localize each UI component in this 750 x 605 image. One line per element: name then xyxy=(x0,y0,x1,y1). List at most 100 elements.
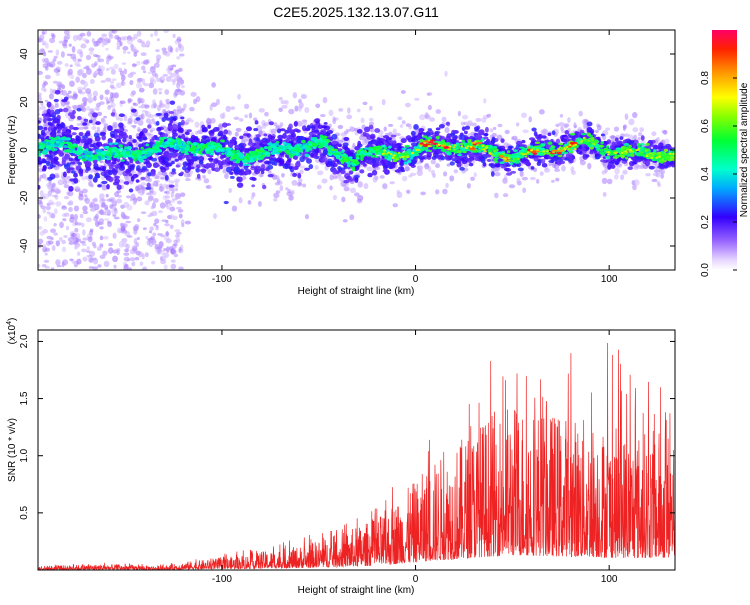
spectrogram-noise xyxy=(178,266,184,270)
spectrogram-halo xyxy=(287,188,292,194)
spectrogram-halo xyxy=(54,101,59,106)
spectrogram-noise xyxy=(77,58,82,62)
spectrogram-band xyxy=(154,164,160,168)
spectrogram-band xyxy=(268,121,275,126)
spectrogram-halo xyxy=(427,104,432,111)
spectrogram-halo xyxy=(372,176,378,183)
spectrogram-halo xyxy=(628,118,635,126)
spectrogram-band xyxy=(94,175,101,179)
spectrogram-halo xyxy=(442,188,448,195)
spectrogram-band xyxy=(418,156,426,160)
spectrogram-band xyxy=(119,126,125,133)
spectrogram-band xyxy=(51,164,56,168)
spectrogram-halo xyxy=(321,178,328,184)
spectrogram-band xyxy=(180,171,184,175)
spectrogram-band xyxy=(581,147,586,152)
spectrogram-halo xyxy=(132,103,139,107)
spectrogram-halo xyxy=(270,128,277,135)
spectrogram-band xyxy=(71,170,76,174)
spectrogram-band xyxy=(602,156,607,160)
spectrogram-noise xyxy=(83,101,87,106)
spectrogram-noise xyxy=(113,63,119,70)
spectrogram-halo xyxy=(95,105,100,111)
spectrogram-noise xyxy=(123,68,127,75)
spectrogram-halo xyxy=(300,94,307,100)
spectrogram-band xyxy=(172,117,177,122)
spectrogram-noise xyxy=(154,30,158,37)
spectrogram-band xyxy=(58,152,65,157)
spectrogram-halo xyxy=(492,126,497,131)
spectrogram-halo xyxy=(613,126,620,132)
spectrogram-noise xyxy=(158,91,163,95)
spectrogram-band xyxy=(610,164,616,169)
spectrogram-band xyxy=(180,119,185,126)
spectrogram-noise xyxy=(116,46,121,50)
spectrogram-halo xyxy=(116,190,122,194)
spectrogram-halo xyxy=(521,112,527,118)
spectrogram-halo xyxy=(299,169,304,175)
spectrogram-noise xyxy=(57,179,64,186)
spectrogram-noise xyxy=(111,30,118,34)
spectrogram-band xyxy=(66,162,71,166)
spectrogram-band xyxy=(289,129,296,135)
spectrogram-halo xyxy=(636,165,643,169)
spectrogram-halo xyxy=(189,106,195,112)
spectrogram-noise xyxy=(158,241,164,248)
spectrogram-noise xyxy=(158,210,164,214)
spectrogram-band xyxy=(150,157,158,162)
spectrogram-noise xyxy=(64,63,69,67)
spectrogram-band xyxy=(294,165,299,170)
spectrogram-band xyxy=(107,162,114,167)
spectrogram-noise xyxy=(82,97,88,103)
spectrogram-halo xyxy=(651,178,658,183)
spectrogram-noise xyxy=(166,246,170,253)
spectrogram-band xyxy=(606,139,612,144)
spectrogram-noise xyxy=(154,218,160,224)
spectrogram-halo xyxy=(279,122,284,127)
spectrogram-halo xyxy=(42,208,47,214)
spectrogram-halo xyxy=(444,127,450,134)
spectrogram-band xyxy=(155,112,162,116)
spectrogram-band xyxy=(291,137,298,142)
spectrogram-halo xyxy=(194,121,200,128)
spectrogram-halo xyxy=(521,176,529,181)
spectrogram-noise xyxy=(44,57,49,64)
spectrogram-halo xyxy=(470,131,475,136)
spectrogram-halo xyxy=(79,91,86,95)
spectrogram-noise xyxy=(41,40,47,45)
spectrogram-band xyxy=(92,112,98,118)
spectrogram-noise xyxy=(180,219,185,225)
spectrogram-band xyxy=(332,170,337,175)
spectrogram-band xyxy=(221,159,227,165)
spectrogram-halo xyxy=(169,206,176,212)
spectrogram-band xyxy=(69,161,76,165)
spectrogram-halo xyxy=(489,128,494,133)
spectrogram-band xyxy=(540,158,546,165)
spectrogram-band xyxy=(38,134,41,138)
spectrogram-band xyxy=(161,117,166,122)
spectrogram-halo xyxy=(404,166,411,172)
spectrogram-noise xyxy=(97,264,102,268)
spectrogram-noise xyxy=(160,234,166,238)
spectrogram-noise xyxy=(38,70,43,75)
spectrogram-halo xyxy=(238,118,244,122)
spectrogram-halo xyxy=(417,165,424,170)
spectrogram-band xyxy=(89,143,94,148)
spectrogram-noise xyxy=(148,121,153,125)
spectrogram-noise xyxy=(48,199,54,206)
spectrogram-noise xyxy=(131,46,137,53)
spectrogram-band xyxy=(628,160,635,167)
spectrogram-halo xyxy=(90,184,94,188)
spectrogram-halo xyxy=(539,171,544,176)
spectrogram-band xyxy=(445,121,450,126)
spectrogram-halo xyxy=(257,200,262,207)
spectrogram-noise xyxy=(167,65,173,69)
spectrogram-noise xyxy=(178,45,185,52)
spectrogram-halo xyxy=(337,139,344,144)
spectrogram-halo xyxy=(150,240,157,244)
spectrogram-halo xyxy=(288,108,295,115)
spectrogram-halo xyxy=(157,87,163,91)
spectrogram-band xyxy=(262,184,267,190)
spectrogram-band xyxy=(354,177,359,183)
spectrogram-halo xyxy=(72,93,78,98)
